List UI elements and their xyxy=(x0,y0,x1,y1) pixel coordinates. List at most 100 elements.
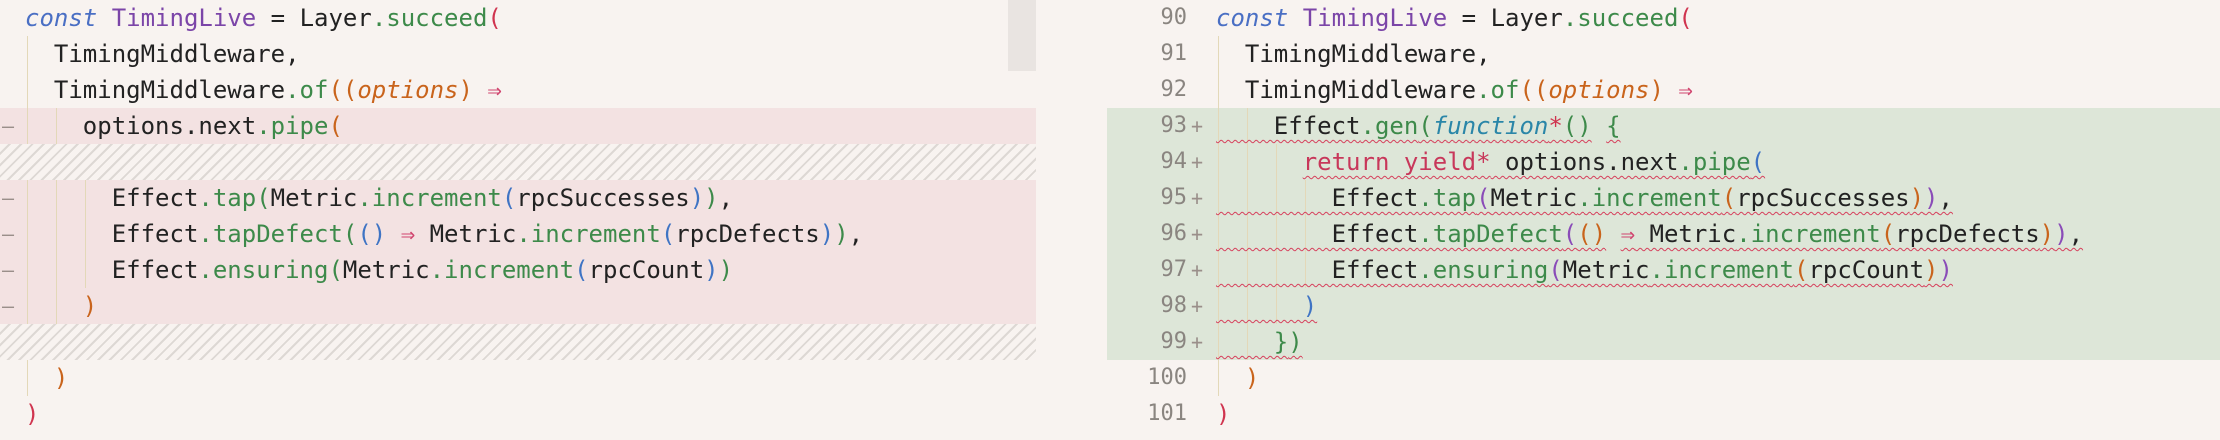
code-token: ( xyxy=(1418,112,1433,140)
code-token: ) xyxy=(1909,184,1925,212)
indent-guide xyxy=(1218,36,1219,72)
code-token: const xyxy=(25,4,98,32)
code-token: ) xyxy=(704,256,719,284)
diff-marker: + xyxy=(1191,258,1204,282)
code-token: Effect xyxy=(1216,112,1361,140)
code-token: ) xyxy=(689,184,705,212)
indent-guide xyxy=(27,252,28,288)
code-line: const TimingLive = Layer.succeed( xyxy=(25,0,502,36)
line-number: 100 xyxy=(1147,365,1187,390)
indent-guide xyxy=(1304,252,1306,288)
code-token: return yield* xyxy=(1302,148,1491,176)
code-token: ) xyxy=(458,76,488,104)
code-token: ) xyxy=(834,220,849,248)
indent-guide xyxy=(1246,216,1248,252)
code-token xyxy=(386,220,400,248)
diff-marker: + xyxy=(1191,222,1204,246)
diff-marker: — xyxy=(2,294,15,318)
code-token: ( xyxy=(1678,4,1693,32)
code-line: Effect.ensuring(Metric.increment(rpcCoun… xyxy=(1216,252,1953,288)
indent-guide xyxy=(27,216,28,252)
code-token: .increment xyxy=(1736,220,1881,248)
code-token: rpcCount xyxy=(1808,256,1925,284)
indent-guide xyxy=(27,72,28,108)
code-token: ) xyxy=(25,364,69,392)
code-token: ⇒ xyxy=(1620,220,1636,248)
code-token: TimingMiddleware, xyxy=(25,40,300,68)
code-token: ) xyxy=(1216,364,1260,392)
code-line: Effect.tapDefect(() ⇒ Metric.increment(r… xyxy=(1216,216,2083,252)
code-token: ) xyxy=(1938,256,1953,284)
code-token: ) xyxy=(1216,292,1318,320)
code-token: options.next xyxy=(25,112,257,140)
indent-guide xyxy=(1218,144,1219,180)
code-token: Effect xyxy=(25,184,199,212)
indent-guide xyxy=(27,360,28,396)
indent-guide xyxy=(1218,360,1219,396)
code-token: ( xyxy=(256,184,271,212)
code-line: Effect.gen(function*() { xyxy=(1216,108,1621,144)
code-token: .pipe xyxy=(1678,148,1751,176)
diff-marker: + xyxy=(1191,186,1204,210)
indent-guide xyxy=(1218,180,1219,216)
deleted-row-bg xyxy=(0,216,1036,252)
code-token: ( xyxy=(1562,220,1578,248)
code-token: Metric xyxy=(415,220,517,248)
code-token: rpcDefects xyxy=(1895,220,2040,248)
code-token: , xyxy=(848,220,864,248)
code-token: ( xyxy=(1794,256,1809,284)
code-line: ) xyxy=(1216,288,1317,324)
code-line: TimingMiddleware.of((options) ⇒ xyxy=(25,72,502,108)
indent-guide xyxy=(27,108,28,144)
code-token: ) xyxy=(1924,256,1939,284)
code-token: ) xyxy=(1649,76,1679,104)
code-token: const xyxy=(1216,4,1289,32)
indent-guide xyxy=(1246,324,1248,360)
indent-guide xyxy=(1218,288,1219,324)
code-line: Effect.tap(Metric.increment(rpcSuccesses… xyxy=(25,180,733,216)
diff-marker: + xyxy=(1191,330,1204,354)
line-number: 92 xyxy=(1160,77,1188,102)
code-token: , xyxy=(1938,184,1953,212)
code-token: ( xyxy=(501,184,517,212)
code-line: ) xyxy=(25,360,68,396)
code-line: return yield* options.next.pipe( xyxy=(1216,144,1765,180)
indent-guide xyxy=(1275,180,1277,216)
code-line: Effect.tapDefect(() ⇒ Metric.increment(r… xyxy=(25,216,863,252)
code-token: ( xyxy=(660,220,676,248)
indent-guide xyxy=(1246,144,1248,180)
code-token: rpcSuccesses xyxy=(1736,184,1910,212)
scrollbar-thumb[interactable] xyxy=(1008,0,1036,71)
added-row-bg xyxy=(1107,324,2220,360)
code-token: TimingMiddleware xyxy=(1216,76,1477,104)
indent-guide xyxy=(1246,252,1248,288)
diff-marker: — xyxy=(2,114,15,138)
code-token: options.next xyxy=(1490,148,1679,176)
filler-row xyxy=(0,144,1036,180)
code-line: options.next.pipe( xyxy=(25,108,343,144)
code-token: Layer xyxy=(299,4,372,32)
code-token: ) xyxy=(1924,184,1939,212)
code-token: ) xyxy=(819,220,835,248)
line-number: 99 xyxy=(1160,329,1188,354)
code-token: ) xyxy=(2054,220,2069,248)
code-token: .tap xyxy=(198,184,257,212)
code-line: }) xyxy=(1216,324,1303,360)
indent-guide xyxy=(55,288,57,324)
code-token: () xyxy=(1577,220,1607,248)
filler-row xyxy=(0,324,1036,360)
code-token: Metric xyxy=(270,184,358,212)
indent-guide xyxy=(1304,216,1306,252)
code-token: ( xyxy=(1721,184,1737,212)
code-token: TimingMiddleware, xyxy=(1216,40,1491,68)
indent-guide xyxy=(55,180,57,216)
code-token: Effect xyxy=(25,220,199,248)
added-row-bg xyxy=(1107,108,2220,144)
indent-guide xyxy=(1218,324,1219,360)
code-token: .gen xyxy=(1360,112,1419,140)
code-token xyxy=(1592,112,1606,140)
code-token: .ensuring xyxy=(1418,256,1549,284)
code-token: rpcSuccesses xyxy=(516,184,690,212)
code-token: ⇒ xyxy=(487,76,502,104)
